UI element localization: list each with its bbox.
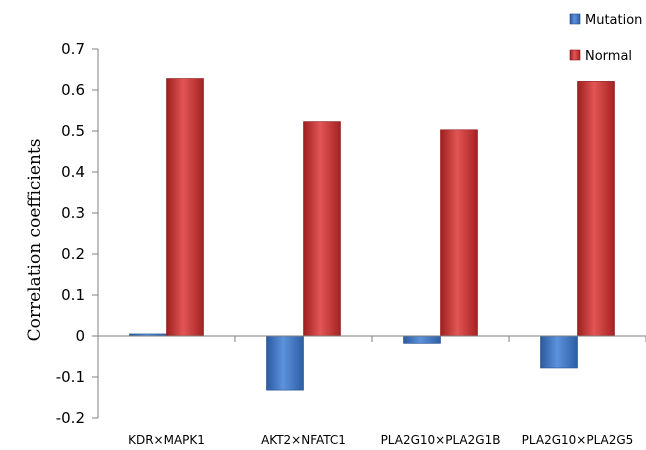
bar-mutation-2 [266,335,304,391]
y-axis-label: Correlation coefficients [25,139,45,342]
y-tick-label: -0.2 [56,409,85,427]
legend: Mutation Normal [569,13,642,64]
y-tick-label: 0.3 [61,204,85,222]
y-tick-label: -0.1 [56,368,85,386]
bar-normal-2 [303,121,341,337]
bar-mutation-3 [403,335,441,344]
legend-label-mutation: Mutation [585,13,642,28]
legend-swatch-normal [569,49,581,61]
x-tick-label: AKT2×NFATC1 [261,433,346,447]
y-axis: -0.2 -0.1 0 0.1 0.2 0.3 0.4 0.5 0.6 0.7 [56,40,99,427]
y-tick-label: 0 [75,327,85,345]
bars [129,78,615,391]
y-tick-label: 0.4 [61,163,85,181]
y-tick-label: 0.6 [61,81,85,99]
y-tick-label: 0.1 [61,286,85,304]
x-tick-label: PLA2G10×PLA2G5 [522,433,634,447]
legend-swatch-mutation [569,13,581,25]
x-tick-label: PLA2G10×PLA2G1B [381,433,501,447]
y-tick-label: 0.5 [61,122,85,140]
bar-mutation-4 [540,335,578,369]
bar-normal-1 [166,78,204,337]
y-tick-label: 0.7 [61,40,85,58]
bar-normal-4 [577,81,615,337]
y-tick-label: 0.2 [61,245,85,263]
x-axis: KDR×MAPK1 AKT2×NFATC1 PLA2G10×PLA2G1B PLA2G… [97,335,646,447]
bar-normal-3 [440,129,478,337]
legend-label-normal: Normal [585,49,632,64]
x-tick-label: KDR×MAPK1 [128,433,205,447]
